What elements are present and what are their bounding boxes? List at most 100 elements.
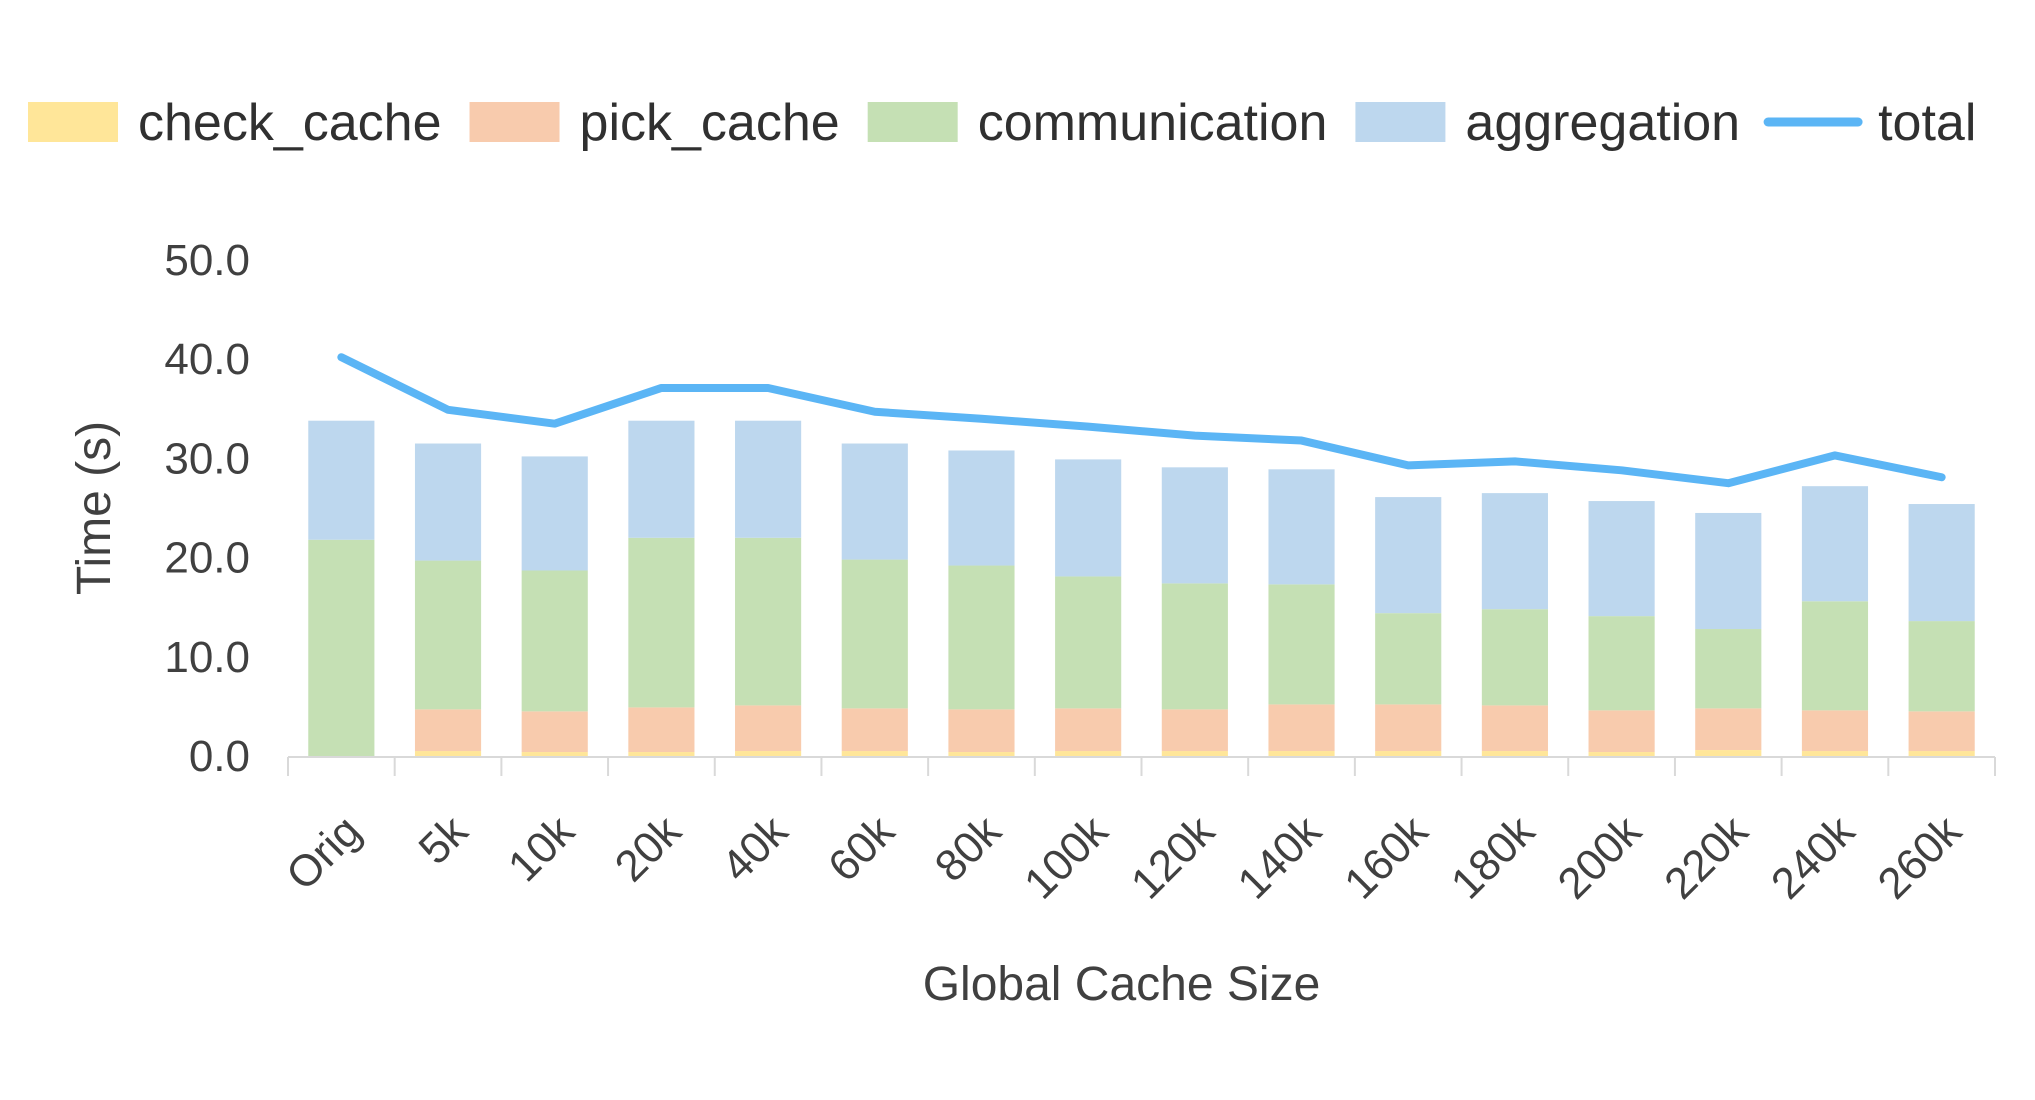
bar-aggregation	[414, 443, 482, 561]
bar-check-cache	[948, 752, 1015, 756]
y-tick-label: 20.0	[164, 534, 250, 583]
bar-pick-cache	[628, 707, 695, 753]
bar-communication	[628, 537, 695, 708]
bar-pick-cache	[735, 705, 802, 752]
total-line	[337, 353, 1946, 488]
bar-pick-cache	[1268, 704, 1335, 752]
bar-aggregation	[948, 450, 1015, 566]
bar-aggregation	[308, 420, 375, 540]
bar-communication	[1588, 616, 1655, 711]
y-tick-label: 50.0	[164, 236, 250, 285]
bar-pick-cache	[1588, 710, 1655, 753]
bar-pick-cache	[1161, 709, 1228, 752]
x-tick-label: 140k	[1228, 806, 1331, 909]
bar-check-cache	[521, 752, 588, 756]
bar-check-cache	[1055, 751, 1122, 756]
bar-communication	[1801, 601, 1869, 711]
x-tick-label: 80k	[926, 806, 1012, 892]
bar-check-cache	[735, 751, 802, 756]
bar-check-cache	[1268, 751, 1335, 756]
bar-aggregation	[1268, 469, 1335, 585]
bar-aggregation	[521, 456, 588, 571]
legend-swatch-aggregation	[1355, 102, 1446, 142]
bar-check-cache	[1801, 751, 1869, 756]
legend: check_cache pick_cache communication aggreg…	[28, 94, 1976, 152]
bar-communication	[948, 565, 1015, 710]
bar-communication	[1695, 629, 1762, 709]
bar-communication	[841, 559, 908, 709]
legend-swatch-pick-cache	[469, 102, 560, 142]
bar-check-cache	[841, 751, 908, 756]
bar-aggregation	[735, 420, 802, 538]
legend-label: pick_cache	[580, 94, 840, 152]
bar-check-cache	[628, 752, 695, 756]
bar-pick-cache	[521, 711, 588, 753]
y-tick-label: 40.0	[164, 335, 250, 384]
bar-check-cache	[414, 751, 482, 756]
bar-check-cache	[1908, 751, 1975, 756]
bar-communication	[1161, 583, 1228, 710]
x-tick-label: 10k	[499, 806, 585, 892]
bar-pick-cache	[1375, 704, 1442, 752]
bar-communication	[1055, 576, 1122, 709]
x-tick-label: 120k	[1122, 806, 1225, 909]
bar-aggregation	[1481, 493, 1548, 610]
x-tick-label: 220k	[1655, 806, 1758, 909]
x-tick-label: Orig	[277, 806, 370, 899]
bar-pick-cache	[1908, 711, 1975, 752]
bar-aggregation	[841, 443, 908, 560]
legend-label: communication	[978, 94, 1328, 152]
x-tick-label: 200k	[1549, 806, 1652, 909]
bar-aggregation	[1695, 512, 1762, 630]
x-tick-label: 40k	[712, 806, 798, 892]
bar-pick-cache	[414, 709, 482, 752]
bar-aggregation	[1055, 459, 1122, 577]
bars	[308, 420, 1975, 756]
x-tick-label: 160k	[1335, 806, 1438, 909]
y-tick-label: 0.0	[189, 732, 250, 781]
bar-communication	[1481, 609, 1548, 706]
bar-check-cache	[1481, 751, 1548, 756]
legend-label: check_cache	[138, 94, 442, 152]
bar-communication	[414, 560, 482, 710]
bar-check-cache	[1695, 750, 1762, 756]
x-tick-label: 100k	[1015, 806, 1118, 909]
bar-check-cache	[1588, 752, 1655, 756]
x-tick-label: 60k	[819, 806, 905, 892]
y-tick-label: 10.0	[164, 633, 250, 682]
bar-communication	[735, 537, 802, 706]
bar-communication	[521, 570, 588, 712]
bar-communication	[1268, 584, 1335, 705]
bar-pick-cache	[948, 709, 1015, 753]
y-tick-label: 30.0	[164, 434, 250, 483]
bar-aggregation	[1908, 504, 1975, 622]
bar-pick-cache	[1055, 708, 1122, 752]
bar-aggregation	[1375, 497, 1442, 614]
bar-check-cache	[1161, 751, 1228, 756]
legend-swatch-check-cache	[28, 102, 118, 142]
y-axis-ticks: 0.0 10.0 20.0 30.0 40.0 50.0	[164, 236, 250, 781]
x-axis-ticks: Orig 5k 10k 20k 40k 60k 80k 100k 120k 140k 160k 180…	[277, 757, 1996, 909]
x-tick-label: 240k	[1762, 806, 1865, 909]
legend-label: aggregation	[1465, 94, 1740, 152]
bar-check-cache	[1375, 751, 1442, 756]
bar-pick-cache	[1801, 710, 1869, 752]
legend-label: total	[1878, 94, 1976, 152]
x-tick-label: 260k	[1869, 806, 1972, 909]
bar-aggregation	[1161, 467, 1228, 584]
x-tick-label: 20k	[606, 806, 692, 892]
x-axis-title: Global Cache Size	[923, 958, 1321, 1011]
bar-communication	[308, 539, 375, 756]
bar-aggregation	[628, 420, 695, 538]
bar-aggregation	[1801, 486, 1869, 602]
line-total	[337, 353, 1946, 488]
x-tick-label: 180k	[1442, 806, 1545, 909]
x-tick-label: 5k	[410, 806, 478, 874]
bar-communication	[1908, 621, 1975, 712]
bar-pick-cache	[841, 708, 908, 752]
legend-swatch-communication	[867, 102, 958, 142]
y-axis-title: Time (s)	[68, 421, 121, 595]
bar-communication	[1375, 613, 1442, 705]
bar-pick-cache	[1481, 705, 1548, 752]
